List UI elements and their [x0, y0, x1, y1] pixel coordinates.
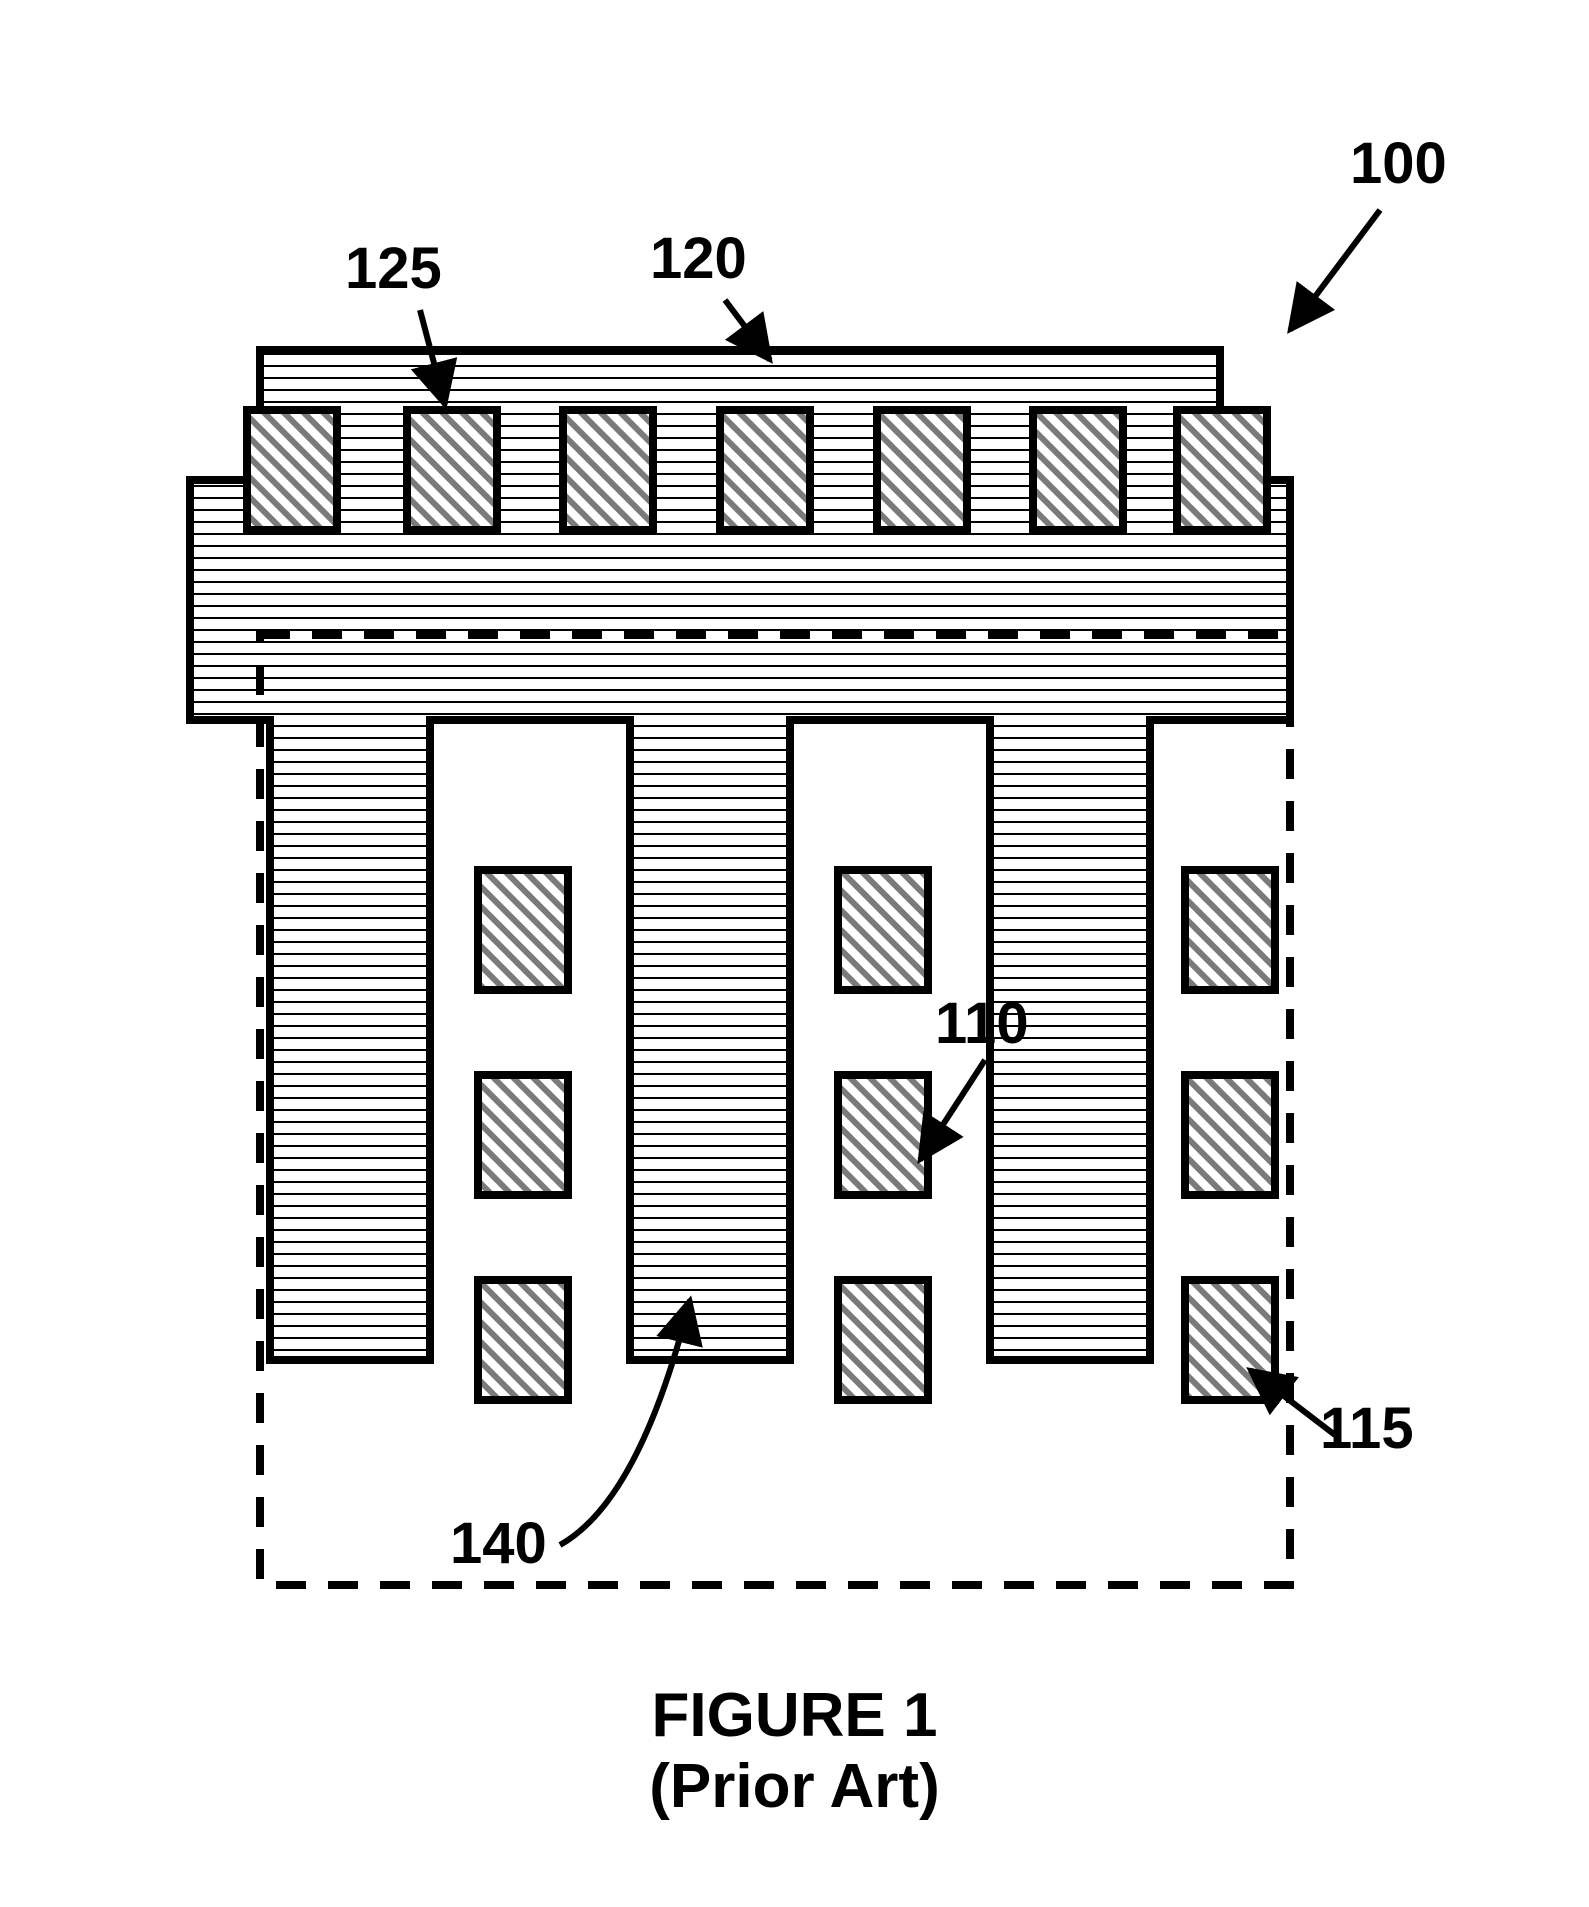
inner-contact	[478, 1075, 568, 1195]
figure-caption: FIGURE 1 (Prior Art)	[0, 1680, 1589, 1823]
inner-contact	[478, 870, 568, 990]
top-contact	[877, 410, 967, 530]
inner-contact	[838, 1075, 928, 1195]
top-contact	[407, 410, 497, 530]
top-contact	[1033, 410, 1123, 530]
top-contact	[720, 410, 810, 530]
inner-contact	[1185, 870, 1275, 990]
top-contact	[563, 410, 653, 530]
top-contact	[1177, 410, 1267, 530]
leader-100	[1290, 210, 1380, 330]
ref-label-125: 125	[345, 235, 442, 302]
diagram-svg	[0, 0, 1589, 1907]
ref-label-120: 120	[650, 225, 747, 292]
ref-label-110: 110	[935, 990, 1029, 1057]
inner-contact	[838, 870, 928, 990]
top-contact	[247, 410, 337, 530]
inner-contact-grid	[478, 870, 1275, 1400]
ref-label-140: 140	[450, 1510, 547, 1577]
ref-label-115: 115	[1320, 1395, 1414, 1462]
caption-line-2: (Prior Art)	[0, 1751, 1589, 1822]
inner-contact	[1185, 1075, 1275, 1195]
figure-canvas: 100 120 125 110 140 115 FIGURE 1 (Prior …	[0, 0, 1589, 1907]
ref-label-100: 100	[1350, 130, 1447, 197]
inner-contact	[478, 1280, 568, 1400]
inner-contact	[838, 1280, 928, 1400]
caption-line-1: FIGURE 1	[0, 1680, 1589, 1751]
